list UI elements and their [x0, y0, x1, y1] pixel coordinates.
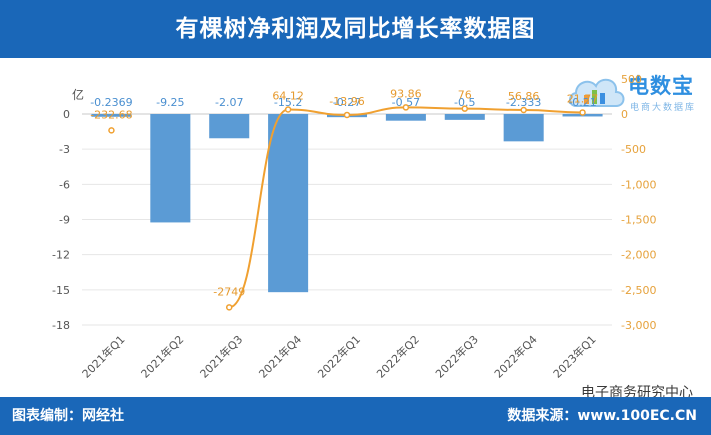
- line-label-5: 93.86: [390, 87, 422, 100]
- line-point-6: [461, 105, 469, 112]
- chart-area: -0.2369 -9.25 -2.07 -15.2 -0.27 -0.57 -0.5 -2.3…: [52, 73, 656, 381]
- x-tick-label-2: 2021年Q3: [197, 332, 246, 381]
- line-labels: -232.68 -2749 64.12 -13.96 93.86 76 56.86 21.77: [90, 87, 598, 298]
- bar-label-2: -2.07: [215, 96, 243, 109]
- bar-6: [444, 114, 485, 120]
- bar-label-8: -0.21: [568, 96, 596, 109]
- y-axis-unit-label: 亿: [72, 87, 84, 102]
- left-tick-label-1: -3: [59, 143, 70, 156]
- line-point-4: [343, 111, 351, 119]
- line-label-3: 64.12: [272, 89, 304, 102]
- line-point-0: [108, 127, 115, 134]
- footer-bar: 图表编制：网经社 数据来源：www.100EC.CN: [0, 397, 711, 435]
- logo-brand: 电数宝: [628, 74, 694, 98]
- line-series: [108, 104, 586, 311]
- bar-label-5: -0.57: [392, 96, 420, 109]
- x-tick-label-8: 2023年Q1: [550, 332, 599, 381]
- header-bar: 有棵树净利润及同比增长率数据图: [0, 0, 711, 58]
- right-tick-label-6: -2,500: [621, 284, 656, 297]
- x-tick-label-1: 2021年Q2: [138, 332, 187, 381]
- line-label-6: 76: [458, 89, 472, 102]
- left-tick-label-2: -6: [59, 178, 70, 191]
- line-point-3: [284, 106, 292, 113]
- bar-2: [209, 114, 250, 139]
- bar-label-6: -0.5: [454, 96, 475, 109]
- bar-1: [150, 114, 191, 223]
- footer-source: 数据来源：www.100EC.CN: [507, 408, 697, 424]
- bar-label-0: -0.2369: [90, 96, 132, 109]
- bar-label-3: -15.2: [274, 96, 302, 109]
- logo-subtitle: 电商大数据库: [630, 103, 697, 113]
- right-tick-label-5: -2,000: [621, 249, 656, 262]
- bar-label-7: -2.333: [506, 96, 541, 109]
- left-tick-label-6: -18: [52, 319, 70, 332]
- right-tick-label-4: -1,500: [621, 214, 656, 227]
- bar-series: [91, 114, 603, 293]
- x-tick-label-0: 2021年Q1: [79, 332, 128, 381]
- x-tick-label-6: 2022年Q3: [432, 332, 481, 381]
- left-axis: 0 -3 -6 -9 -12 -15 -18: [52, 108, 70, 332]
- line-label-8: 21.77: [567, 92, 599, 105]
- left-tick-label-4: -12: [52, 249, 70, 262]
- line-label-2: -2749: [213, 285, 245, 298]
- line-point-5: [402, 104, 410, 111]
- bar-7: [503, 114, 544, 142]
- right-tick-label-7: -3,000: [621, 319, 656, 332]
- line-point-7: [520, 106, 527, 114]
- bar-labels: -0.2369 -9.25 -2.07 -15.2 -0.27 -0.57 -0.5 -2.3…: [90, 96, 597, 109]
- line-label-0: -232.68: [90, 108, 132, 121]
- x-tick-label-7: 2022年Q4: [491, 332, 540, 381]
- x-tick-label-3: 2021年Q4: [256, 332, 305, 381]
- right-axis: 500 0 -500 -1,000 -1,500 -2,000 -2,500 -3,000: [621, 73, 656, 332]
- line-label-7: 56.86: [508, 90, 540, 103]
- x-tick-label-5: 2022年Q2: [373, 332, 422, 381]
- chart-title: 有棵树净利润及同比增长率数据图: [175, 16, 536, 42]
- x-tick-label-4: 2022年Q1: [315, 332, 364, 381]
- line-point-8: [579, 109, 586, 116]
- bar-0: [91, 114, 132, 117]
- logo: 电数宝 电商大数据库: [566, 64, 706, 126]
- left-tick-label-5: -15: [52, 284, 70, 297]
- right-tick-label-0: 500: [621, 73, 642, 86]
- right-tick-label-3: -1,000: [621, 178, 656, 191]
- line-point-2: [225, 304, 233, 311]
- right-tick-label-1: 0: [621, 108, 628, 121]
- cloud-logo-icon: [569, 78, 625, 107]
- bar-3: [268, 114, 309, 293]
- left-tick-label-3: -9: [59, 214, 70, 227]
- line-path: [228, 106, 583, 309]
- bar-label-1: -9.25: [156, 96, 184, 109]
- right-tick-label-2: -500: [621, 143, 646, 156]
- bar-label-4: -0.27: [333, 96, 361, 109]
- line-label-4: -13.96: [329, 95, 364, 108]
- x-axis: 2021年Q1 2021年Q2 2021年Q3 2021年Q4 2022年Q1 2022年…: [79, 332, 599, 381]
- footer-compiler: 图表编制：网经社: [12, 408, 124, 424]
- bar-5: [385, 114, 426, 121]
- left-tick-label-0: 0: [63, 108, 70, 121]
